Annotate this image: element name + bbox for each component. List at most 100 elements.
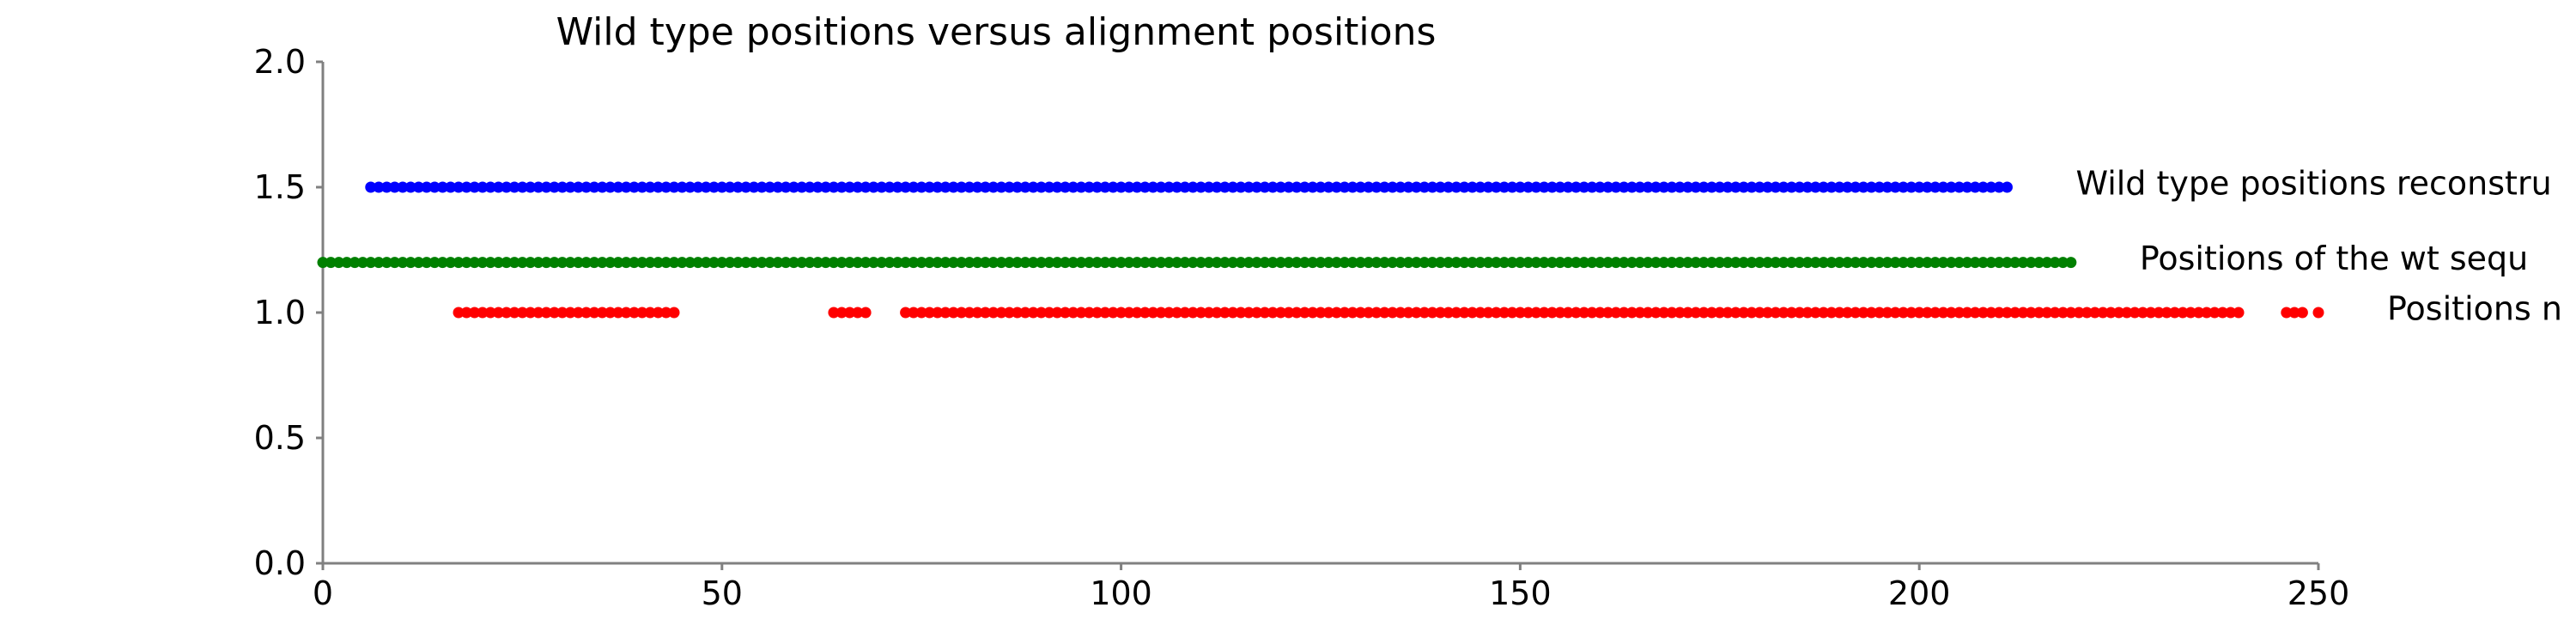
series-2-point [1378, 257, 1390, 269]
series-1-point [772, 181, 784, 193]
series-2-point [1331, 257, 1343, 269]
x-tick-label: 250 [2287, 574, 2350, 612]
series-3-point [1985, 307, 1997, 319]
series-2-point [1961, 257, 1973, 269]
series-2-point [1538, 257, 1550, 269]
series-1-point [1562, 181, 1574, 193]
series-1-point [2001, 181, 2013, 193]
series-2-point [380, 257, 392, 269]
series-3-point [2136, 307, 2148, 319]
series-3-point [2033, 307, 2045, 319]
series-2-point [1762, 257, 1774, 269]
series-3-point [1099, 307, 1111, 319]
y-tick-label: 1.5 [254, 168, 306, 206]
series-2-point [900, 257, 912, 269]
series-3-point [828, 307, 840, 319]
series-2-point [708, 257, 720, 269]
series-2-point [1419, 257, 1431, 269]
series-3-point [484, 307, 496, 319]
series-1-point [445, 181, 457, 193]
series-3-point [1610, 307, 1622, 319]
series-1-point [900, 181, 912, 193]
series-3-point [939, 307, 951, 319]
series-2-point [772, 257, 784, 269]
series-3-point [2105, 307, 2117, 319]
series-1-point [1618, 181, 1630, 193]
series-2-point [1259, 257, 1271, 269]
series-3-point [2216, 307, 2228, 319]
series-2-point [1043, 257, 1055, 269]
series-3-point [971, 307, 983, 319]
series-1-point [1411, 181, 1423, 193]
series-3-point [1722, 307, 1734, 319]
series-1-point [756, 181, 768, 193]
series-3-point [1419, 307, 1431, 319]
series-2-point [1426, 257, 1438, 269]
series-1-point [1363, 181, 1375, 193]
series-2-point [404, 257, 416, 269]
series-3-point [1642, 307, 1654, 319]
series-3-point [1378, 307, 1390, 319]
series-2-point [373, 257, 385, 269]
series-3-point [1411, 307, 1423, 319]
series-3-point [1027, 307, 1039, 319]
series-3-point [1937, 307, 1949, 319]
series-2-point [629, 257, 641, 269]
x-tick-label: 100 [1090, 574, 1152, 612]
series-2-point [460, 257, 472, 269]
series-1-point [692, 181, 704, 193]
series-2-point [684, 257, 696, 269]
series-1-point [1874, 181, 1886, 193]
series-2-point [1833, 257, 1845, 269]
series-1-point [453, 181, 465, 193]
series-3-point [2097, 307, 2109, 319]
chart-title: Wild type positions versus alignment pos… [556, 10, 1437, 54]
series-2-point [333, 257, 345, 269]
series-3-point [1554, 307, 1566, 319]
series-1-point [1259, 181, 1271, 193]
series-1-point [1147, 181, 1159, 193]
series-1-point [572, 181, 584, 193]
series-2-point [1978, 257, 1990, 269]
series-2-point [1394, 257, 1406, 269]
series-2-point [1354, 257, 1366, 269]
series-3-point [1961, 307, 1973, 319]
series-3-point [1187, 307, 1199, 319]
series-1-point [1729, 181, 1741, 193]
series-2-point [1370, 257, 1382, 269]
series-3-point [1426, 307, 1438, 319]
series-1-point [915, 181, 927, 193]
series-1-point [844, 181, 856, 193]
series-3-point [2160, 307, 2172, 319]
series-3-point [1019, 307, 1031, 319]
series-2-point [1937, 257, 1949, 269]
series-2-point [1163, 257, 1175, 269]
series-3-point [1474, 307, 1486, 319]
series-2-point [1003, 257, 1015, 269]
series-2-point [516, 257, 528, 269]
series-2-point [668, 257, 680, 269]
series-2-point [1666, 257, 1678, 269]
series-1-point [436, 181, 448, 193]
series-1-point [389, 181, 401, 193]
series-1-point [876, 181, 888, 193]
series-3-point [1898, 307, 1910, 319]
series-1-point [404, 181, 416, 193]
series-2-point [1346, 257, 1358, 269]
series-3-point [1235, 307, 1247, 319]
series-3-point [2145, 307, 2157, 319]
series-1-point [787, 181, 799, 193]
series-2-point [1698, 257, 1710, 269]
series-1-point [588, 181, 600, 193]
series-3-point [477, 307, 489, 319]
series-3-point [1123, 307, 1135, 319]
series-1-point [995, 181, 1007, 193]
series-1-point [1131, 181, 1143, 193]
series-3-point [2225, 307, 2237, 319]
series-1-point [1354, 181, 1366, 193]
series-2-point [947, 257, 959, 269]
series-2-point [676, 257, 688, 269]
series-3-point [1218, 307, 1230, 319]
series-2-point [852, 257, 864, 269]
series-1-point [1482, 181, 1494, 193]
